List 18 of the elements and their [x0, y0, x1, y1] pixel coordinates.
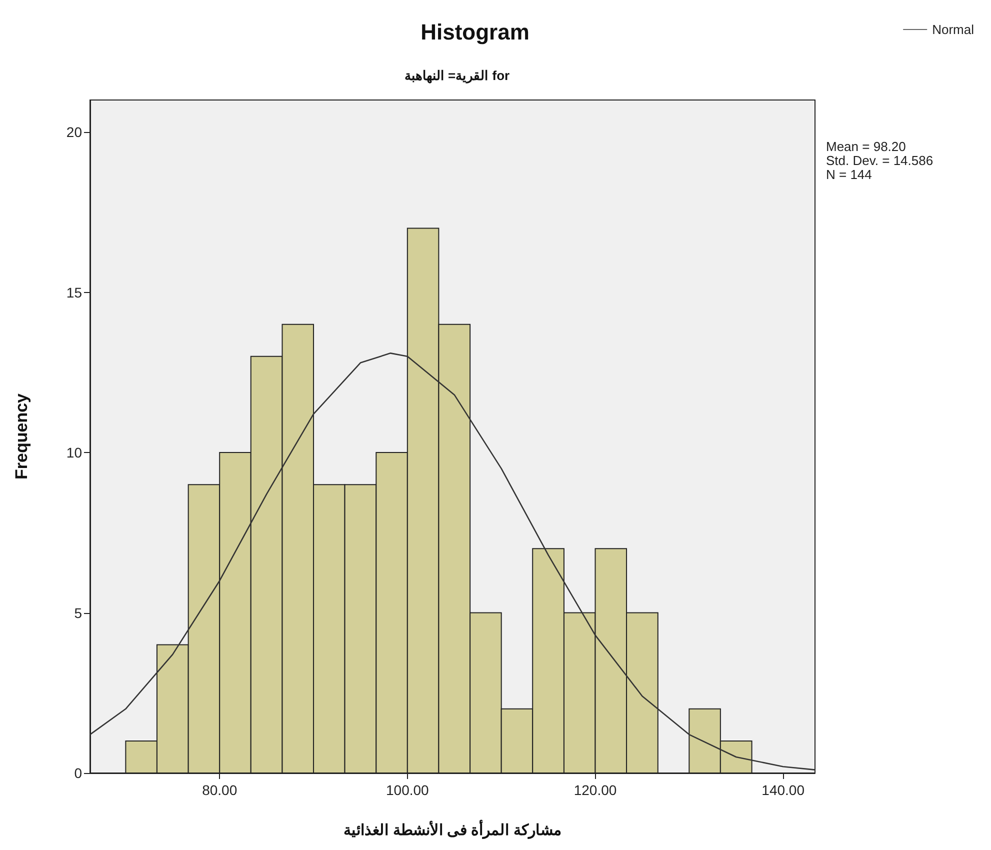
y-tick-label: 20: [66, 124, 82, 140]
line-series: [89, 352, 816, 770]
y-tick-label: 0: [74, 765, 82, 781]
x-tick-label: 140.00: [762, 782, 805, 798]
x-tick-label: 80.00: [202, 782, 238, 798]
chart-subtitle: القرية= النهاهبة for: [404, 68, 510, 84]
x-tick-label: 100.00: [386, 782, 430, 798]
legend-label: Normal: [932, 22, 974, 37]
x-tick-label: 120.00: [574, 782, 617, 798]
y-axis-title: Frequency: [12, 392, 31, 480]
y-tick-label: 10: [66, 444, 82, 461]
y-tick-label: 15: [66, 284, 82, 300]
text: Mean = 98.20: [826, 139, 906, 154]
x-axis-title: مشاركة المرأة فى الأنشطة الغذائية: [344, 819, 562, 839]
text: Std. Dev. = 14.586: [826, 153, 934, 168]
text: N = 144: [826, 167, 872, 182]
y-tick-label: 5: [74, 604, 82, 621]
chart-title: Histogram: [420, 20, 530, 44]
